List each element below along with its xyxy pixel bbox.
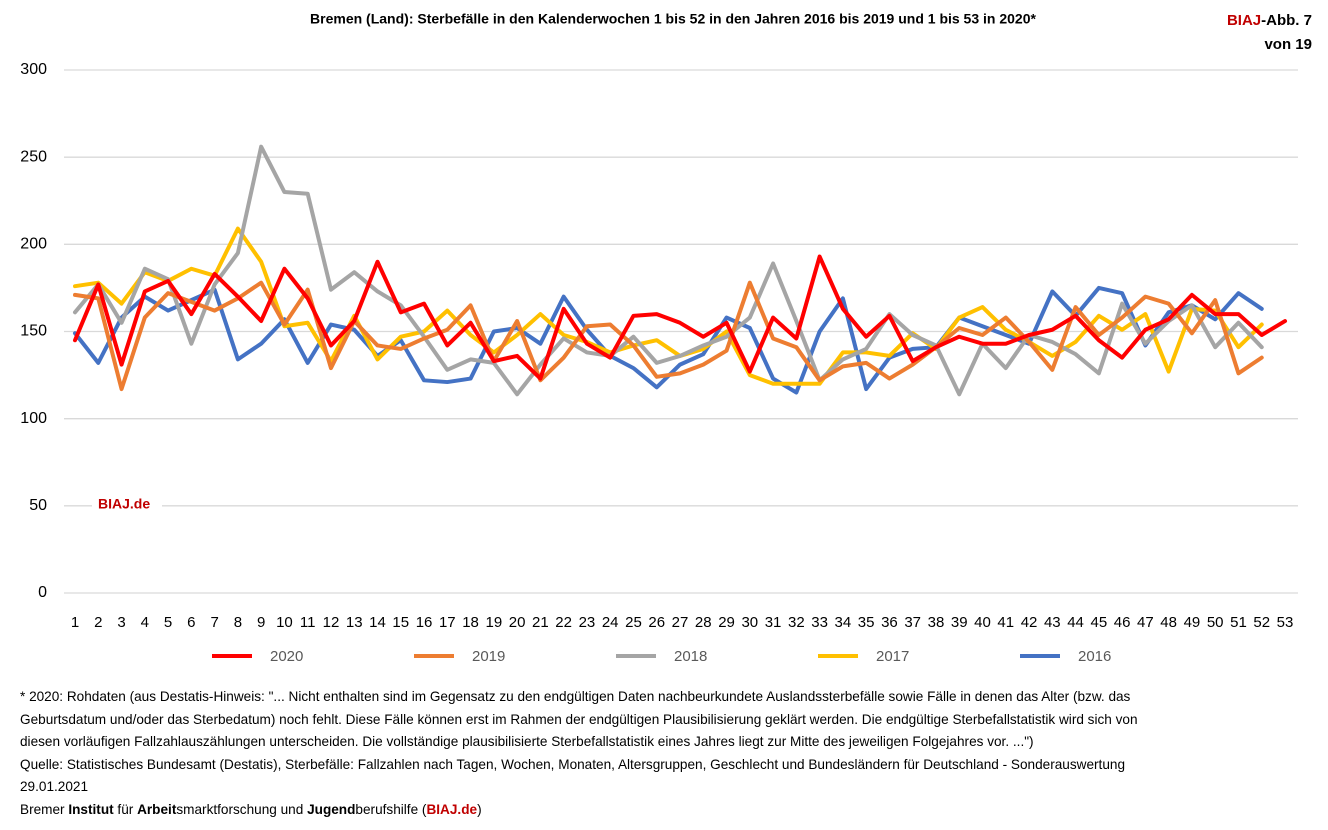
y-tick-label: 250 xyxy=(20,148,47,165)
y-tick-label: 100 xyxy=(20,410,47,427)
x-tick-label: 2 xyxy=(94,614,102,631)
x-tick-label: 51 xyxy=(1230,614,1247,631)
x-tick-label: 7 xyxy=(210,614,218,631)
badge: BIAJ-Abb. 7 xyxy=(1227,12,1312,29)
footnote-line: * 2020: Rohdaten (aus Destatis-Hinweis: … xyxy=(20,689,1131,704)
legend-label: 2018 xyxy=(674,648,707,665)
lines xyxy=(73,144,1287,397)
chart-title: Bremen (Land): Sterbefälle in den Kalend… xyxy=(310,11,1036,27)
badge-brand: BIAJ xyxy=(1227,12,1261,29)
badge-number: -Abb. 7 xyxy=(1261,12,1312,29)
x-tick-label: 19 xyxy=(486,614,503,631)
credit-part: Jugend xyxy=(307,801,356,817)
legend-label: 2017 xyxy=(876,648,909,665)
x-tick-label: 17 xyxy=(439,614,456,631)
x-tick-label: 52 xyxy=(1253,614,1270,631)
legend-label: 2020 xyxy=(270,648,303,665)
x-tick-label: 20 xyxy=(509,614,526,631)
x-tick-label: 4 xyxy=(141,614,149,631)
x-tick-label: 32 xyxy=(788,614,805,631)
credit-part: Institut xyxy=(68,801,114,817)
x-tick-label: 49 xyxy=(1184,614,1201,631)
y-tick-label: 200 xyxy=(20,236,47,253)
credit-part: für xyxy=(113,801,138,817)
y-tick-label: 300 xyxy=(20,61,47,78)
x-tick-label: 14 xyxy=(369,614,386,631)
x-tick-label: 39 xyxy=(951,614,968,631)
x-tick-label: 16 xyxy=(416,614,433,631)
footnotes: * 2020: Rohdaten (aus Destatis-Hinweis: … xyxy=(20,686,1320,822)
x-tick-label: 15 xyxy=(392,614,409,631)
x-tick-label: 26 xyxy=(648,614,665,631)
x-tick-label: 5 xyxy=(164,614,172,631)
x-tick-label: 48 xyxy=(1160,614,1177,631)
x-tick-label: 12 xyxy=(323,614,340,631)
x-tick-label: 18 xyxy=(462,614,479,631)
credit-part: berufshilfe ( xyxy=(355,801,427,817)
x-tick-label: 34 xyxy=(835,614,852,631)
x-tick-label: 41 xyxy=(997,614,1014,631)
x-tick-label: 43 xyxy=(1044,614,1061,631)
credit-part: BIAJ.de xyxy=(426,801,478,817)
x-tick-label: 31 xyxy=(765,614,782,631)
credit-part: Arbeit xyxy=(137,801,177,817)
x-tick-label: 27 xyxy=(672,614,689,631)
footnote-line: 29.01.2021 xyxy=(20,779,89,795)
x-tick-label: 36 xyxy=(881,614,898,631)
credit: Bremer Institut für Arbeitsmarktforschun… xyxy=(20,799,1320,822)
credit-part: smarktforschung und xyxy=(176,801,308,817)
x-tick-label: 28 xyxy=(695,614,712,631)
x-tick-label: 47 xyxy=(1137,614,1154,631)
series-line xyxy=(73,254,1287,381)
x-tick-label: 1 xyxy=(71,614,79,631)
x-tick-label: 10 xyxy=(276,614,293,631)
x-tick-label: 45 xyxy=(1091,614,1108,631)
x-tick-label: 46 xyxy=(1114,614,1131,631)
x-tick-label: 33 xyxy=(811,614,828,631)
footnote-line: Geburtsdatum und/oder das Sterbedatum) n… xyxy=(20,711,1138,727)
x-tick-label: 22 xyxy=(555,614,572,631)
y-tick-label: 50 xyxy=(29,497,47,514)
series-line xyxy=(73,144,1264,397)
y-tick-label: 0 xyxy=(38,584,47,601)
x-tick-label: 8 xyxy=(234,614,242,631)
x-tick-label: 30 xyxy=(741,614,758,631)
series-line xyxy=(73,280,1264,392)
x-tick-label: 37 xyxy=(904,614,921,631)
footnote-line: diesen vorläufigen Fallzahlauszählungen … xyxy=(20,734,1034,750)
credit-part: Bremer xyxy=(20,801,69,817)
legend-label: 2019 xyxy=(472,648,505,665)
y-tick-label: 150 xyxy=(20,323,47,340)
x-tick-label: 24 xyxy=(602,614,619,631)
footnote-line: Quelle: Statistisches Bundesamt (Destati… xyxy=(20,756,1126,772)
x-tick-label: 23 xyxy=(579,614,596,631)
grid xyxy=(64,69,1298,594)
x-tick-label: 29 xyxy=(718,614,735,631)
legend-label: 2016 xyxy=(1078,648,1111,665)
x-tick-label: 9 xyxy=(257,614,265,631)
x-tick-label: 42 xyxy=(1021,614,1038,631)
credit-part: ) xyxy=(477,801,482,817)
x-tick-label: 25 xyxy=(625,614,642,631)
x-tick-label: 13 xyxy=(346,614,363,631)
x-tick-label: 3 xyxy=(117,614,125,631)
x-tick-label: 53 xyxy=(1277,614,1294,631)
watermark-bg xyxy=(92,494,162,516)
x-tick-label: 11 xyxy=(300,614,316,631)
x-tick-label: 35 xyxy=(858,614,875,631)
x-tick-label: 40 xyxy=(974,614,991,631)
chart: Bremen (Land): Sterbefälle in den Kalend… xyxy=(20,11,1312,665)
badge-line2: von 19 xyxy=(1264,36,1312,53)
x-tick-label: 38 xyxy=(928,614,945,631)
x-tick-label: 50 xyxy=(1207,614,1224,631)
watermark: BIAJ.de xyxy=(98,496,150,512)
x-tick-label: 44 xyxy=(1067,614,1084,631)
x-tick-label: 6 xyxy=(187,614,195,631)
x-tick-label: 21 xyxy=(532,614,549,631)
